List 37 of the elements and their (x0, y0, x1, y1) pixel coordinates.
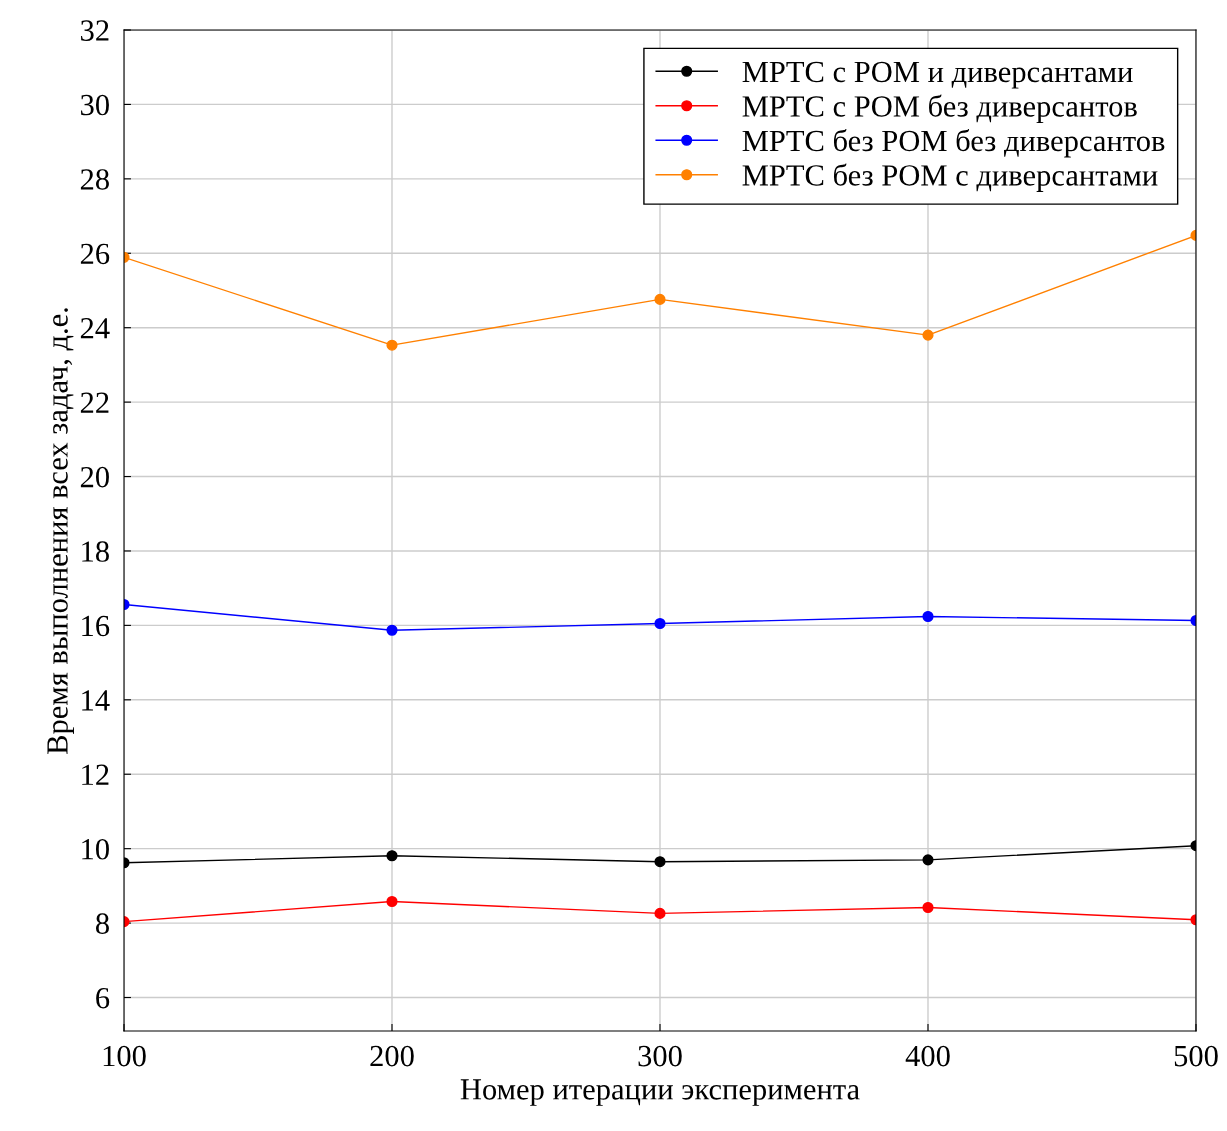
legend-label: MPTC с POM без диверсантов (742, 94, 1137, 123)
point (386, 895, 398, 908)
point (386, 850, 398, 862)
x-tick-label: 200 (370, 1045, 414, 1067)
y-tick-label: 26 (80, 243, 110, 265)
y-tick-label: 30 (81, 94, 109, 116)
y-tick-label: 18 (82, 541, 109, 562)
point (654, 617, 666, 630)
point (922, 329, 934, 341)
legend-label: MPTC с POM и диверсантами (742, 61, 1133, 89)
x-tick-label: 100 (103, 1045, 146, 1067)
point (386, 624, 398, 636)
x-axis-title: Номер итерации эксперимента (460, 1079, 860, 1106)
point (922, 610, 934, 623)
y-tick-label: 28 (80, 169, 109, 190)
point (654, 907, 666, 919)
y-tick-label: 20 (80, 466, 109, 488)
y-tick-label: 22 (80, 392, 109, 413)
y-axis-title: Время выполнения всех задач, д.е. (47, 308, 74, 755)
point (654, 856, 666, 868)
y-tick-label: 10 (82, 838, 109, 860)
point (654, 293, 666, 305)
x-tick-label: 300 (638, 1045, 682, 1067)
legend-label: MPTC без POM без диверсантов (742, 129, 1165, 158)
y-tick-label: 32 (81, 20, 109, 41)
x-tick-label: 400 (905, 1045, 950, 1067)
y-tick-label: 8 (96, 913, 109, 934)
legend-label: MPTC без POM с диверсантами (742, 163, 1158, 192)
point (386, 339, 398, 351)
y-tick-label: 14 (82, 690, 110, 711)
y-tick-label: 6 (96, 987, 110, 1009)
y-tick-label: 24 (80, 318, 110, 339)
y-tick-label: 12 (82, 764, 109, 785)
point (922, 854, 934, 866)
point (922, 901, 934, 914)
x-tick-label: 500 (1174, 1045, 1218, 1067)
y-tick-label: 16 (82, 615, 110, 637)
